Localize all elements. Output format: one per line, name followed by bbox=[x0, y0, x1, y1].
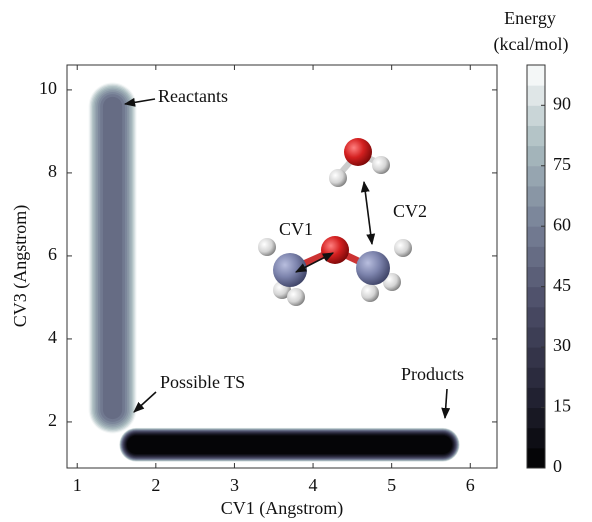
colorbar-band bbox=[527, 246, 545, 267]
colorbar-band bbox=[527, 287, 545, 308]
colorbar-band bbox=[527, 347, 545, 368]
colorbar-band bbox=[527, 186, 545, 207]
y-axis-label: CV3 (Angstrom) bbox=[10, 205, 31, 328]
colorbar-label: (kcal/mol) bbox=[494, 34, 569, 55]
colorbar-band bbox=[527, 408, 545, 429]
x-tick-label: 3 bbox=[230, 475, 239, 495]
x-axis-label: CV1 (Angstrom) bbox=[221, 498, 344, 519]
chart: CV1 CV2 Reactants Possible TS Products C… bbox=[0, 0, 592, 522]
colorbar-tick-label: 90 bbox=[553, 93, 571, 113]
colorbar-band bbox=[527, 166, 545, 187]
page: {"chart_data": { "type": "contour", "xla… bbox=[0, 0, 592, 522]
y-tick-label: 4 bbox=[48, 327, 57, 347]
colorbar-tick-label: 30 bbox=[553, 335, 571, 355]
colorbar: 0 15 30 45 60 75 90 bbox=[527, 65, 571, 476]
x-tick-label: 5 bbox=[387, 475, 396, 495]
colorbar-tick-label: 75 bbox=[553, 154, 571, 174]
colorbar-tick-label: 15 bbox=[553, 396, 571, 416]
annotation: Reactants bbox=[158, 86, 228, 106]
colorbar-band bbox=[527, 146, 545, 167]
colorbar-band bbox=[527, 448, 545, 469]
colorbar-band bbox=[527, 367, 545, 388]
colorbar-band bbox=[527, 428, 545, 449]
y-tick-label: 6 bbox=[48, 244, 57, 264]
y-tick-label: 10 bbox=[39, 78, 57, 98]
colorbar-band bbox=[527, 65, 545, 86]
colorbar-band bbox=[527, 206, 545, 227]
annotation: Possible TS bbox=[160, 372, 245, 392]
x-tick-label: 1 bbox=[73, 475, 82, 495]
annotation-arrow bbox=[445, 389, 447, 418]
y-tick-label: 8 bbox=[48, 161, 57, 181]
y-tick-label: 2 bbox=[48, 410, 57, 430]
colorbar-band bbox=[527, 125, 545, 146]
colorbar-band bbox=[527, 226, 545, 247]
colorbar-band bbox=[527, 327, 545, 348]
colorbar-tick-label: 0 bbox=[553, 456, 562, 476]
colorbar-band bbox=[527, 85, 545, 106]
x-tick-label: 6 bbox=[466, 475, 475, 495]
x-tick-label: 4 bbox=[309, 475, 318, 495]
annotation: Products bbox=[401, 364, 464, 384]
colorbar-band bbox=[527, 105, 545, 126]
x-tick-label: 2 bbox=[151, 475, 160, 495]
colorbar-tick-label: 60 bbox=[553, 214, 571, 234]
annotation-arrow bbox=[134, 392, 156, 412]
colorbar-label: Energy bbox=[504, 8, 556, 28]
annotation: CV1 bbox=[279, 219, 313, 239]
annotation: CV2 bbox=[393, 201, 427, 221]
colorbar-band bbox=[527, 307, 545, 328]
colorbar-tick-label: 45 bbox=[553, 275, 571, 295]
colorbar-band bbox=[527, 387, 545, 408]
colorbar-band bbox=[527, 267, 545, 288]
